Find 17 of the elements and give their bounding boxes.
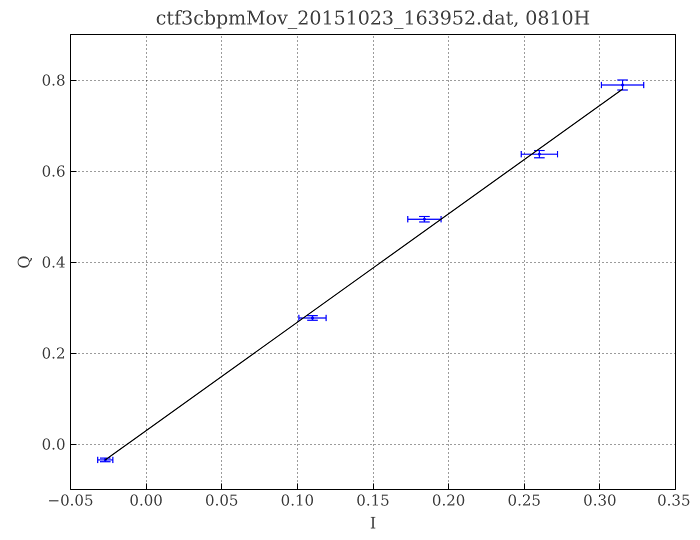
- x-axis-title: I: [370, 514, 376, 532]
- x-tick-label: 0.00: [129, 492, 163, 510]
- x-tick-label: 0.05: [205, 492, 238, 510]
- y-axis-title: Q: [14, 255, 34, 269]
- x-tick-label: 0.20: [432, 492, 466, 510]
- chart-title: ctf3cbpmMov_20151023_163952.dat, 0810H: [156, 8, 590, 30]
- y-tick-label: 0.8: [42, 72, 66, 90]
- x-tick-label: 0.25: [508, 492, 541, 510]
- x-tick-label: 0.15: [356, 492, 390, 510]
- y-tick-label: 0.6: [42, 162, 66, 180]
- y-tick-label: 0.2: [42, 344, 66, 362]
- x-tick-label: 0.35: [657, 492, 691, 510]
- x-tick-label: −0.05: [48, 492, 94, 510]
- y-tick-label: 0.0: [42, 436, 66, 454]
- x-tick-label: 0.30: [583, 492, 617, 510]
- y-tick-label: 0.4: [42, 254, 66, 272]
- x-tick-label: 0.10: [280, 492, 314, 510]
